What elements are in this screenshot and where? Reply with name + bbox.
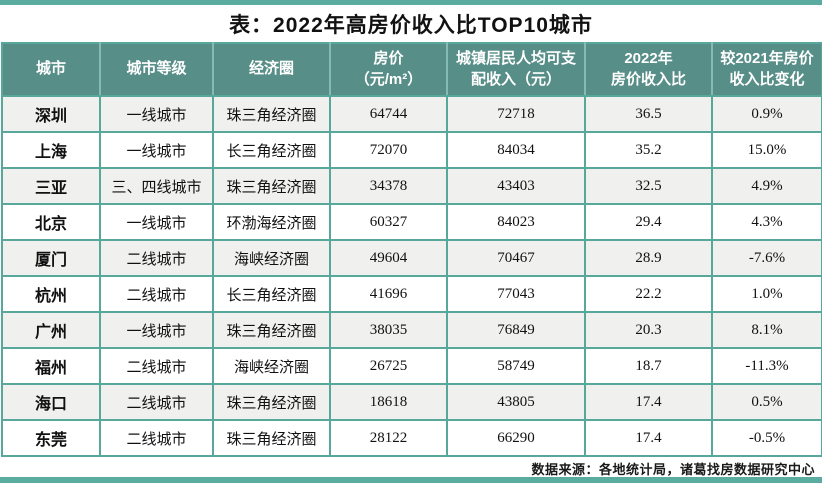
table-cell: 二线城市 <box>99 239 214 277</box>
table-cell: 60327 <box>329 203 448 241</box>
city-name-cell: 上海 <box>1 131 101 169</box>
table-row: 上海 一线城市 长三角经济圈 72070 84034 35.2 15.0% <box>1 131 822 169</box>
city-name-cell: 东莞 <box>1 419 101 457</box>
table-cell: 70467 <box>446 239 586 277</box>
table-cell: 二线城市 <box>99 419 214 457</box>
column-header-0: 城市 <box>1 42 101 97</box>
table-cell: -7.6% <box>711 239 822 277</box>
table-cell: 珠三角经济圈 <box>212 95 331 133</box>
column-header-4: 城镇居民人均可支 配收入（元） <box>446 42 586 97</box>
table-cell: 18618 <box>329 383 448 421</box>
table-body: 深圳 一线城市 珠三角经济圈 64744 72718 36.5 0.9% 上海 一线城市 长三角经… <box>1 95 822 457</box>
table-row: 海口 二线城市 珠三角经济圈 18618 43805 17.4 0.5% <box>1 383 822 421</box>
table-cell: 18.7 <box>584 347 713 385</box>
table-cell: 一线城市 <box>99 311 214 349</box>
table-cell: 珠三角经济圈 <box>212 167 331 205</box>
table-cell: 32.5 <box>584 167 713 205</box>
city-name-cell: 福州 <box>1 347 101 385</box>
table-cell: 环渤海经济圈 <box>212 203 331 241</box>
table-cell: 58749 <box>446 347 586 385</box>
table-row: 杭州 二线城市 长三角经济圈 41696 77043 22.2 1.0% <box>1 275 822 313</box>
table-row: 厦门 二线城市 海峡经济圈 49604 70467 28.9 -7.6% <box>1 239 822 277</box>
table-cell: 长三角经济圈 <box>212 275 331 313</box>
table-cell: 72070 <box>329 131 448 169</box>
table-cell: 66290 <box>446 419 586 457</box>
table-cell: 43403 <box>446 167 586 205</box>
table-cell: 84023 <box>446 203 586 241</box>
header-row: 城市 城市等级 经济圈 房价 （元/m²） 城镇居民人均可支 配收入（元） 2022年 房… <box>1 42 822 97</box>
top-accent-strip <box>0 0 822 5</box>
table-cell: 17.4 <box>584 383 713 421</box>
table-cell: 0.5% <box>711 383 822 421</box>
column-header-1: 城市等级 <box>99 42 214 97</box>
table-cell: 珠三角经济圈 <box>212 383 331 421</box>
table-cell: 4.9% <box>711 167 822 205</box>
table-cell: 77043 <box>446 275 586 313</box>
city-name-cell: 广州 <box>1 311 101 349</box>
table-cell: 28122 <box>329 419 448 457</box>
table-cell: 三、四线城市 <box>99 167 214 205</box>
table-cell: 1.0% <box>711 275 822 313</box>
table-row: 深圳 一线城市 珠三角经济圈 64744 72718 36.5 0.9% <box>1 95 822 133</box>
table-cell: 29.4 <box>584 203 713 241</box>
city-name-cell: 厦门 <box>1 239 101 277</box>
city-name-cell: 深圳 <box>1 95 101 133</box>
table-cell: 84034 <box>446 131 586 169</box>
table-cell: 一线城市 <box>99 131 214 169</box>
city-name-cell: 北京 <box>1 203 101 241</box>
table-row: 东莞 二线城市 珠三角经济圈 28122 66290 17.4 -0.5% <box>1 419 822 457</box>
table-cell: 64744 <box>329 95 448 133</box>
table-cell: 41696 <box>329 275 448 313</box>
table-cell: -11.3% <box>711 347 822 385</box>
table-cell: 36.5 <box>584 95 713 133</box>
table-row: 三亚 三、四线城市 珠三角经济圈 34378 43403 32.5 4.9% <box>1 167 822 205</box>
table-cell: 20.3 <box>584 311 713 349</box>
table-row: 北京 一线城市 环渤海经济圈 60327 84023 29.4 4.3% <box>1 203 822 241</box>
table-cell: 海峡经济圈 <box>212 239 331 277</box>
table-row: 广州 一线城市 珠三角经济圈 38035 76849 20.3 8.1% <box>1 311 822 349</box>
table-cell: 72718 <box>446 95 586 133</box>
table-cell: 34378 <box>329 167 448 205</box>
table-cell: 15.0% <box>711 131 822 169</box>
column-header-6: 较2021年房价 收入比变化 <box>711 42 822 97</box>
column-header-5: 2022年 房价收入比 <box>584 42 713 97</box>
table-cell: 43805 <box>446 383 586 421</box>
table-cell: 4.3% <box>711 203 822 241</box>
table-cell: 49604 <box>329 239 448 277</box>
table-cell: 海峡经济圈 <box>212 347 331 385</box>
city-name-cell: 杭州 <box>1 275 101 313</box>
table-cell: 35.2 <box>584 131 713 169</box>
table-cell: 二线城市 <box>99 383 214 421</box>
city-name-cell: 三亚 <box>1 167 101 205</box>
table-cell: 28.9 <box>584 239 713 277</box>
column-header-2: 经济圈 <box>212 42 331 97</box>
table-cell: 8.1% <box>711 311 822 349</box>
table-cell: 17.4 <box>584 419 713 457</box>
city-name-cell: 海口 <box>1 383 101 421</box>
table-row: 福州 二线城市 海峡经济圈 26725 58749 18.7 -11.3% <box>1 347 822 385</box>
table-cell: 38035 <box>329 311 448 349</box>
column-header-3: 房价 （元/m²） <box>329 42 448 97</box>
bottom-accent-strip <box>0 477 822 483</box>
table-cell: 长三角经济圈 <box>212 131 331 169</box>
table-cell: 珠三角经济圈 <box>212 311 331 349</box>
table-cell: 一线城市 <box>99 203 214 241</box>
table-cell: 二线城市 <box>99 275 214 313</box>
table-cell: 一线城市 <box>99 95 214 133</box>
table-cell: -0.5% <box>711 419 822 457</box>
table-cell: 0.9% <box>711 95 822 133</box>
table-cell: 76849 <box>446 311 586 349</box>
table-cell: 二线城市 <box>99 347 214 385</box>
data-source-note: 数据来源：各地统计局，诸葛找房数据研究中心 <box>531 461 815 477</box>
housing-price-income-table: 城市 城市等级 经济圈 房价 （元/m²） 城镇居民人均可支 配收入（元） 2022年 房… <box>1 42 822 457</box>
table-title: 表：2022年高房价收入比TOP10城市 <box>229 13 593 37</box>
table-cell: 26725 <box>329 347 448 385</box>
table-cell: 珠三角经济圈 <box>212 419 331 457</box>
table-cell: 22.2 <box>584 275 713 313</box>
